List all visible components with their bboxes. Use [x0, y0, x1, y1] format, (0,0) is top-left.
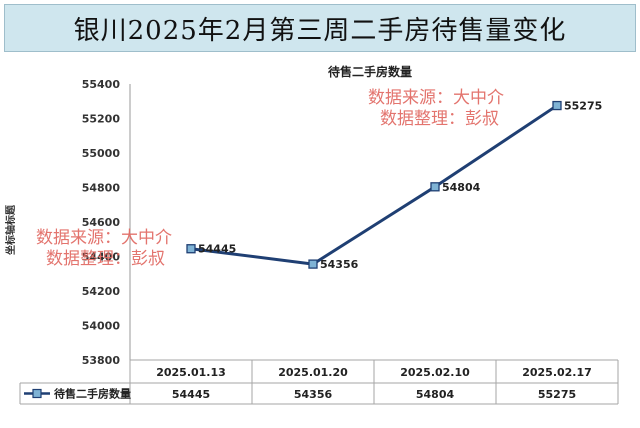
y-tick-label: 54800 [82, 182, 121, 195]
watermark-editor: 数据整理：彭叔 [46, 249, 165, 269]
title-bar: 银川2025年2月第三周二手房待售量变化 [4, 4, 636, 52]
data-point [430, 182, 440, 192]
table-value: 54356 [294, 388, 333, 401]
legend-label: 待售二手房数量 [53, 387, 131, 401]
watermark-left: 数据来源：大中介 数据整理：彭叔 [36, 228, 172, 270]
data-label: 54356 [320, 258, 359, 271]
y-tick-label: 53800 [82, 354, 121, 367]
data-label: 54445 [198, 243, 236, 256]
table-value: 54445 [172, 388, 210, 401]
table-value: 55275 [538, 388, 576, 401]
x-tick-label: 2025.02.10 [400, 366, 470, 379]
legend-marker [32, 388, 42, 399]
page-title: 银川2025年2月第三周二手房待售量变化 [73, 15, 567, 46]
data-label: 54804 [442, 181, 481, 194]
y-tick-label: 54000 [82, 320, 121, 333]
data-point [552, 100, 562, 111]
data-point [308, 259, 318, 269]
series-line [190, 104, 558, 266]
y-tick-label: 54400 [82, 251, 121, 264]
y-tick-label: 55000 [82, 147, 121, 160]
x-tick-label: 2025.01.20 [278, 366, 348, 379]
data-point [186, 244, 196, 254]
watermark-right: 数据来源：大中介 数据整理：彭叔 [368, 88, 504, 130]
y-tick-label: 55400 [82, 78, 121, 91]
x-tick-label: 2025.01.13 [156, 366, 226, 379]
table-value: 54804 [416, 388, 455, 401]
y-axis-title: 坐标轴标题 [4, 204, 17, 255]
y-tick-label: 54600 [82, 216, 121, 229]
y-tick-label: 54200 [82, 285, 121, 298]
watermark-source: 数据来源：大中介 [368, 88, 504, 108]
y-tick-label: 55200 [82, 113, 121, 126]
data-label: 55275 [564, 100, 602, 113]
watermark-source: 数据来源：大中介 [36, 228, 172, 248]
watermark-editor: 数据整理：彭叔 [380, 109, 499, 129]
x-tick-label: 2025.02.17 [522, 366, 592, 379]
chart-title: 待售二手房数量 [328, 64, 412, 79]
